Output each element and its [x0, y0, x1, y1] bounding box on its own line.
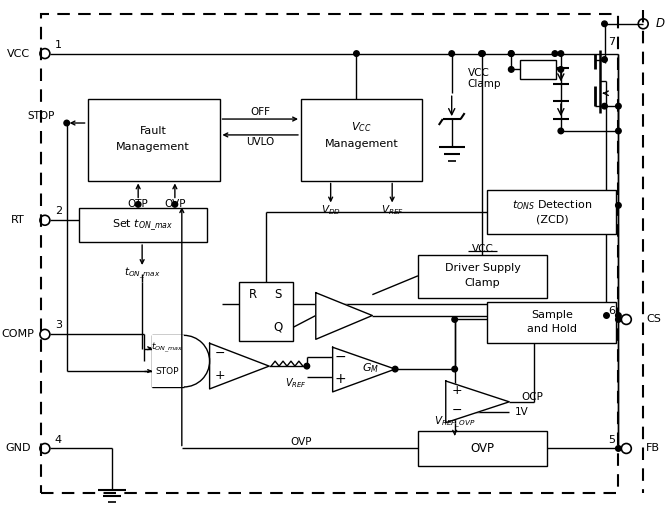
Text: $V_{CC}$: $V_{CC}$ — [351, 120, 372, 134]
Circle shape — [449, 51, 454, 57]
Circle shape — [616, 203, 621, 208]
Polygon shape — [209, 343, 269, 389]
Text: 1: 1 — [55, 39, 62, 49]
Text: (ZCD): (ZCD) — [535, 214, 568, 224]
Text: OVP: OVP — [290, 436, 312, 446]
Bar — [41, 14, 618, 493]
Circle shape — [616, 446, 621, 451]
Circle shape — [172, 201, 178, 207]
Text: Set $t_{ON\_max}$: Set $t_{ON\_max}$ — [112, 218, 173, 233]
Text: $V_{REF}$: $V_{REF}$ — [285, 376, 307, 390]
Circle shape — [452, 317, 458, 322]
Text: STOP: STOP — [27, 111, 55, 121]
Bar — [487, 301, 616, 343]
Text: −: − — [452, 405, 462, 417]
Text: +: + — [452, 384, 462, 397]
Circle shape — [136, 201, 141, 207]
Polygon shape — [316, 293, 372, 339]
Text: +: + — [214, 369, 225, 382]
Circle shape — [616, 313, 621, 318]
Text: COMP: COMP — [2, 329, 35, 339]
Circle shape — [616, 317, 621, 322]
Circle shape — [304, 363, 310, 369]
Text: 5: 5 — [608, 434, 615, 444]
Text: $V_{DD}$: $V_{DD}$ — [321, 204, 340, 217]
Circle shape — [604, 313, 609, 318]
Text: +: + — [334, 372, 346, 386]
Circle shape — [509, 51, 514, 57]
Text: 3: 3 — [55, 321, 62, 330]
Bar — [487, 190, 616, 234]
Text: −: − — [334, 350, 346, 364]
Bar — [78, 209, 207, 242]
Text: Clamp: Clamp — [467, 79, 501, 89]
Text: −: − — [214, 347, 225, 360]
Text: OCP: OCP — [521, 392, 543, 402]
Text: R: R — [249, 288, 257, 301]
Bar — [152, 335, 209, 387]
Text: and Hold: and Hold — [527, 324, 577, 334]
Text: Q: Q — [273, 321, 283, 334]
Circle shape — [452, 366, 458, 372]
Text: FB: FB — [646, 443, 660, 453]
Bar — [301, 99, 422, 181]
Text: RT: RT — [11, 215, 25, 225]
Text: Management: Management — [116, 142, 190, 152]
Text: STOP: STOP — [155, 367, 179, 376]
Circle shape — [552, 51, 558, 57]
Polygon shape — [332, 347, 395, 392]
Circle shape — [558, 51, 564, 57]
Text: Management: Management — [325, 139, 398, 149]
Text: VCC: VCC — [7, 48, 30, 59]
Text: Fault: Fault — [140, 126, 166, 136]
Text: OVP: OVP — [470, 442, 495, 455]
Bar — [418, 255, 547, 297]
Text: Sample: Sample — [531, 310, 573, 320]
Text: 2: 2 — [55, 207, 62, 216]
Circle shape — [558, 128, 564, 134]
Text: OTP: OTP — [128, 199, 148, 210]
Circle shape — [616, 128, 621, 134]
Circle shape — [509, 51, 514, 57]
Text: $t_{ONS}$ Detection: $t_{ONS}$ Detection — [512, 198, 592, 212]
Text: GND: GND — [5, 443, 31, 453]
Text: S: S — [275, 288, 282, 301]
Circle shape — [602, 21, 607, 27]
Circle shape — [392, 366, 398, 372]
Text: 1V: 1V — [515, 407, 529, 417]
Text: VCC: VCC — [467, 68, 489, 78]
Circle shape — [602, 57, 607, 62]
Bar — [520, 60, 556, 79]
Circle shape — [616, 104, 621, 109]
Circle shape — [354, 51, 359, 57]
Text: UVLO: UVLO — [246, 137, 275, 147]
Text: VCC: VCC — [471, 244, 493, 254]
Circle shape — [558, 67, 564, 72]
Circle shape — [602, 104, 607, 109]
Circle shape — [64, 120, 70, 126]
Bar — [88, 99, 219, 181]
Circle shape — [479, 51, 485, 57]
Text: $t_{ON\_max}$: $t_{ON\_max}$ — [124, 266, 160, 281]
Text: Clamp: Clamp — [465, 278, 500, 288]
Bar — [418, 431, 547, 466]
Text: $t_{ON\_max}$: $t_{ON\_max}$ — [151, 341, 183, 356]
Text: 6: 6 — [608, 306, 615, 316]
Text: OFF: OFF — [250, 107, 270, 117]
Text: $V_{REF\_OVP}$: $V_{REF\_OVP}$ — [434, 415, 475, 430]
Circle shape — [479, 51, 484, 57]
Polygon shape — [446, 381, 509, 423]
Text: Driver Supply: Driver Supply — [444, 263, 521, 273]
Text: $V_{REF}$: $V_{REF}$ — [380, 204, 404, 217]
Bar — [239, 282, 293, 341]
Text: 4: 4 — [55, 434, 62, 444]
Circle shape — [509, 67, 514, 72]
Text: OVP: OVP — [164, 199, 186, 210]
Text: D: D — [656, 17, 665, 30]
Text: $G_M$: $G_M$ — [362, 361, 379, 375]
Text: CS: CS — [646, 315, 661, 325]
Text: 7: 7 — [608, 37, 615, 46]
